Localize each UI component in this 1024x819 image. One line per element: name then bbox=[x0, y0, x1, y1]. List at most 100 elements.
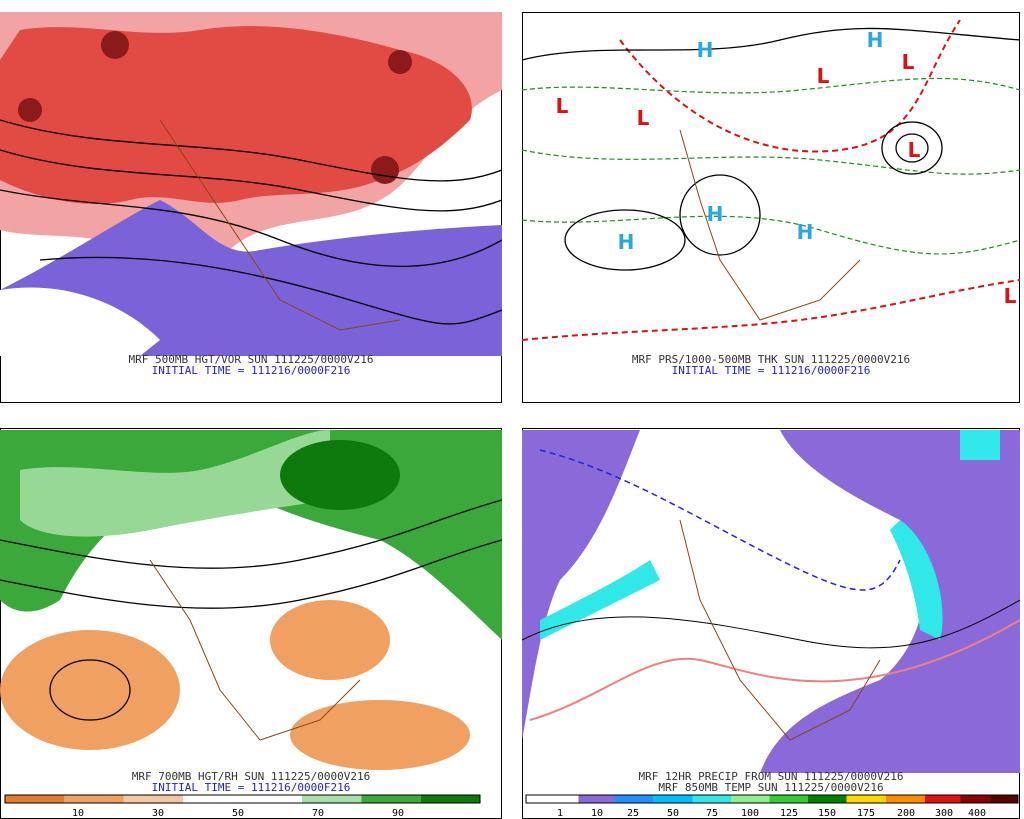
temp-freezing bbox=[529, 619, 1020, 721]
isobar bbox=[522, 27, 1020, 61]
colorbar-swatch bbox=[808, 795, 847, 803]
height-contour bbox=[0, 539, 502, 609]
colorbar-swatch bbox=[64, 795, 124, 803]
heavy-precip bbox=[890, 520, 943, 640]
colorbar: 1 10 25 50 75 100 125 150 175 200 300 400 bbox=[525, 794, 1019, 819]
colorbar-frame bbox=[4, 794, 481, 804]
colorbar-swatch bbox=[5, 795, 65, 803]
colorbar-label: 200 bbox=[897, 808, 915, 819]
saturated-area bbox=[280, 440, 400, 510]
pressure-center: H bbox=[797, 220, 814, 244]
heavy-precip bbox=[540, 560, 660, 640]
vorticity-area bbox=[0, 26, 472, 204]
heavy-precip bbox=[960, 430, 1000, 460]
colorbar-swatch bbox=[925, 795, 961, 803]
map-700mb bbox=[0, 430, 502, 770]
initial-time: INITIAL TIME = 111216/0000F216 bbox=[672, 364, 871, 377]
vorticity-max bbox=[101, 31, 129, 59]
initial-time: INITIAL TIME = 111216/0000F216 bbox=[152, 364, 351, 377]
colorbar-label: 50 bbox=[232, 808, 244, 819]
vorticity-max bbox=[388, 50, 412, 74]
thickness-contour bbox=[522, 77, 1020, 94]
coastline bbox=[149, 559, 361, 741]
colorbar-swatch bbox=[960, 795, 990, 803]
isobar bbox=[881, 121, 943, 175]
isobar bbox=[564, 209, 686, 271]
initial-time: INITIAL TIME = 111216/0000F216 bbox=[152, 781, 351, 794]
colorbar-label: 25 bbox=[627, 808, 639, 819]
temp-contour bbox=[522, 599, 1020, 649]
colorbar-label: 100 bbox=[741, 808, 759, 819]
colorbar-swatch bbox=[769, 795, 808, 803]
pressure-center: L bbox=[637, 106, 650, 130]
height-contour bbox=[0, 189, 502, 267]
pressure-center: L bbox=[556, 94, 569, 118]
colorbar-label: 10 bbox=[72, 808, 84, 819]
caption: MRF PRS/1000-500MB THK SUN 111225/0000V2… bbox=[632, 353, 910, 366]
map-500mb bbox=[0, 12, 502, 356]
colorbar-label: 1 bbox=[557, 808, 563, 819]
height-contour bbox=[49, 659, 131, 721]
moist-area bbox=[20, 430, 330, 537]
coastline bbox=[679, 519, 881, 741]
pressure-center: H bbox=[618, 230, 635, 254]
colorbar-label: 300 bbox=[935, 808, 953, 819]
vorticity-max bbox=[18, 98, 42, 122]
dry-area bbox=[290, 700, 470, 770]
colorbar: 10 30 50 70 90 bbox=[4, 794, 481, 819]
colorbar-swatch bbox=[123, 795, 184, 803]
height-contour bbox=[0, 499, 502, 569]
pressure-center: L bbox=[902, 50, 915, 74]
pressure-center: L bbox=[817, 64, 830, 88]
map-precip bbox=[522, 430, 1020, 773]
height-contour bbox=[39, 256, 502, 325]
thickness-contour bbox=[522, 215, 1020, 255]
pressure-center: H bbox=[867, 28, 884, 52]
thickness-540 bbox=[619, 19, 961, 153]
panel-precip: MRF 12HR PRECIP FROM SUN 111225/0000V216… bbox=[522, 428, 1020, 819]
isobar bbox=[895, 133, 929, 163]
precip-area bbox=[760, 430, 1020, 773]
dry-area bbox=[270, 600, 390, 680]
thickness-540 bbox=[522, 279, 1020, 341]
height-contour bbox=[0, 119, 502, 182]
height-contour bbox=[0, 149, 502, 212]
colorbar-swatch bbox=[990, 795, 1018, 803]
colorbar-swatch bbox=[361, 795, 421, 803]
colorbar-swatch bbox=[731, 795, 770, 803]
colorbar-swatch bbox=[302, 795, 362, 803]
panel-frame bbox=[522, 12, 1020, 403]
colorbar-label: 125 bbox=[780, 808, 798, 819]
colorbar-label: 400 bbox=[968, 808, 986, 819]
panel-700mb: MRF 700MB HGT/RH SUN 111225/0000V216 INI… bbox=[0, 428, 502, 819]
panel-500mb: MRF 500MB HGT/VOR SUN 111225/0000V216 IN… bbox=[0, 12, 502, 403]
pressure-center: H bbox=[697, 38, 714, 62]
colorbar-label: 10 bbox=[591, 808, 603, 819]
vorticity-max bbox=[371, 156, 399, 184]
colorbar-swatch bbox=[653, 795, 693, 803]
colorbar-swatch bbox=[526, 795, 579, 803]
pressure-center: L bbox=[1004, 284, 1017, 308]
coastline bbox=[159, 119, 401, 331]
thickness-contour bbox=[522, 149, 1020, 175]
precip-area bbox=[522, 430, 640, 740]
colorbar-swatch bbox=[886, 795, 925, 803]
colorbar-swatch bbox=[578, 795, 615, 803]
subcaption: MRF 850MB TEMP SUN 111225/0000V216 bbox=[658, 781, 883, 794]
colorbar-label: 50 bbox=[667, 808, 679, 819]
dry-area bbox=[0, 630, 180, 750]
colorbar-swatch bbox=[615, 795, 653, 803]
colorbar-swatch bbox=[692, 795, 731, 803]
colorbar-label: 70 bbox=[312, 808, 324, 819]
caption: MRF 700MB HGT/RH SUN 111225/0000V216 bbox=[132, 770, 370, 783]
colorbar-swatch bbox=[183, 795, 243, 803]
coastline bbox=[679, 129, 861, 321]
pressure-center: H bbox=[707, 202, 724, 226]
colorbar-swatch bbox=[420, 795, 481, 803]
colorbar-swatch bbox=[846, 795, 886, 803]
isobar bbox=[679, 174, 761, 256]
colorbar-frame bbox=[525, 794, 1019, 804]
